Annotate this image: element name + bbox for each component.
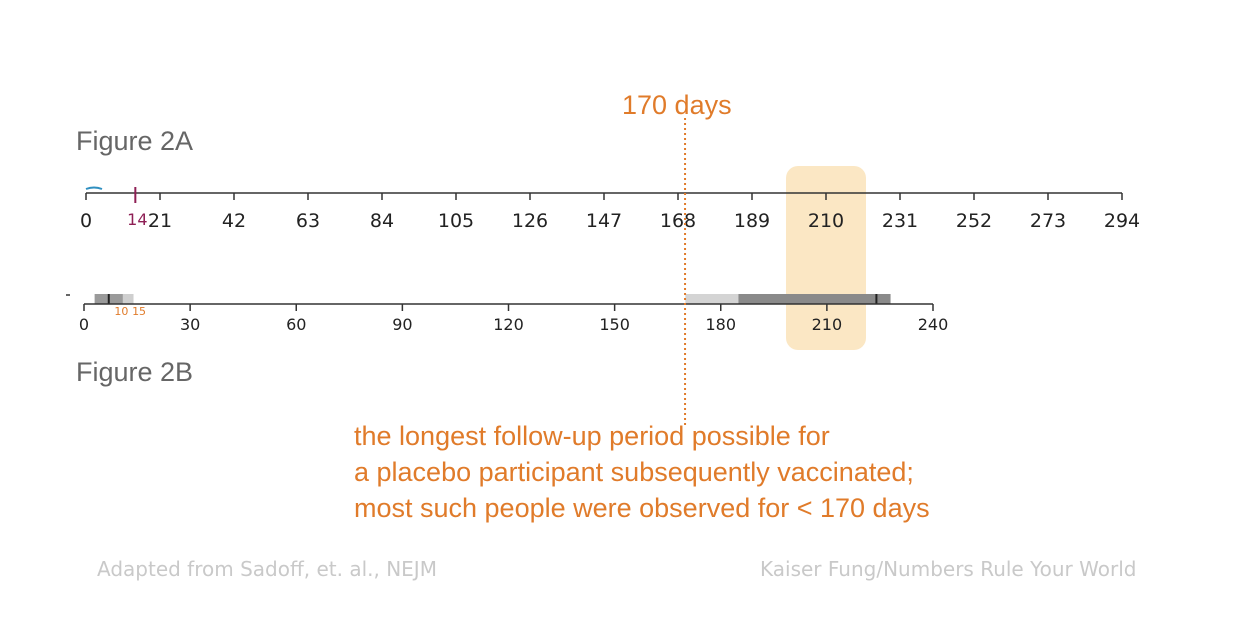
axis-b-tick-label-0: 0 [79, 315, 89, 334]
axis-b-tick-label-240: 240 [918, 315, 949, 334]
axis-a-tick-label-42: 42 [222, 210, 246, 232]
figure-2b-label: Figure 2B [76, 357, 194, 387]
bar-4 [738, 294, 891, 304]
bar-3 [685, 294, 739, 304]
credit-author: Kaiser Fung/Numbers Rule Your World [760, 557, 1137, 581]
explanatory-note: the longest follow-up period possible fo… [354, 418, 930, 526]
axis-a-tick-label-210: 210 [808, 210, 844, 232]
axis-b-small-label-10: 10 [114, 305, 128, 318]
axis-a-tick-label-21: 21 [148, 210, 172, 232]
axis-a-tick-label-168: 168 [660, 210, 696, 232]
axis-a-tick-label-189: 189 [734, 210, 770, 232]
figure-2a-label: Figure 2A [76, 126, 194, 156]
credit-source: Adapted from Sadoff, et. al., NEJM [97, 557, 437, 581]
axis-b-small-label-15: 15 [132, 305, 146, 318]
axis-b-tick-label-60: 60 [286, 315, 306, 334]
bar-2 [122, 294, 134, 304]
axis-b-tick-label-150: 150 [599, 315, 630, 334]
axis-a-tick-label-0: 0 [80, 210, 92, 232]
axis-a-tick-label-294: 294 [1104, 210, 1140, 232]
note-line-3: most such people were observed for < 170… [354, 493, 930, 523]
axis-b-tick-label-30: 30 [180, 315, 200, 334]
note-line-2: a placebo participant subsequently vacci… [354, 457, 914, 487]
axis-a-tick-label-84: 84 [370, 210, 394, 232]
axis-a-tick-label-63: 63 [296, 210, 320, 232]
note-line-1: the longest follow-up period possible fo… [354, 421, 830, 451]
axis-a-tick-label-147: 147 [586, 210, 622, 232]
axis-a-tick-label-252: 252 [956, 210, 992, 232]
axis-a-tick-label-105: 105 [438, 210, 474, 232]
callout-170-days: 170 days [622, 90, 732, 120]
axis-a-tick-label-126: 126 [512, 210, 548, 232]
axis-b-tick-label-210: 210 [812, 315, 843, 334]
axis-b-tick-label-180: 180 [705, 315, 736, 334]
marker-14-label: 14 [127, 210, 147, 229]
partial-curve-mark [85, 186, 103, 190]
axis-a-tick-label-273: 273 [1030, 210, 1066, 232]
axis-a-tick-label-231: 231 [882, 210, 918, 232]
figure-2a-axis: 0 21 42 63 84 105 126 147 168 189 210 231 252 273 294 1… [80, 186, 1140, 232]
figure-2b-axis: 0 30 60 90 120 150 180 210 240 10 15 [66, 294, 948, 334]
axis-b-tick-label-90: 90 [392, 315, 412, 334]
axis-b-tick-label-120: 120 [493, 315, 524, 334]
